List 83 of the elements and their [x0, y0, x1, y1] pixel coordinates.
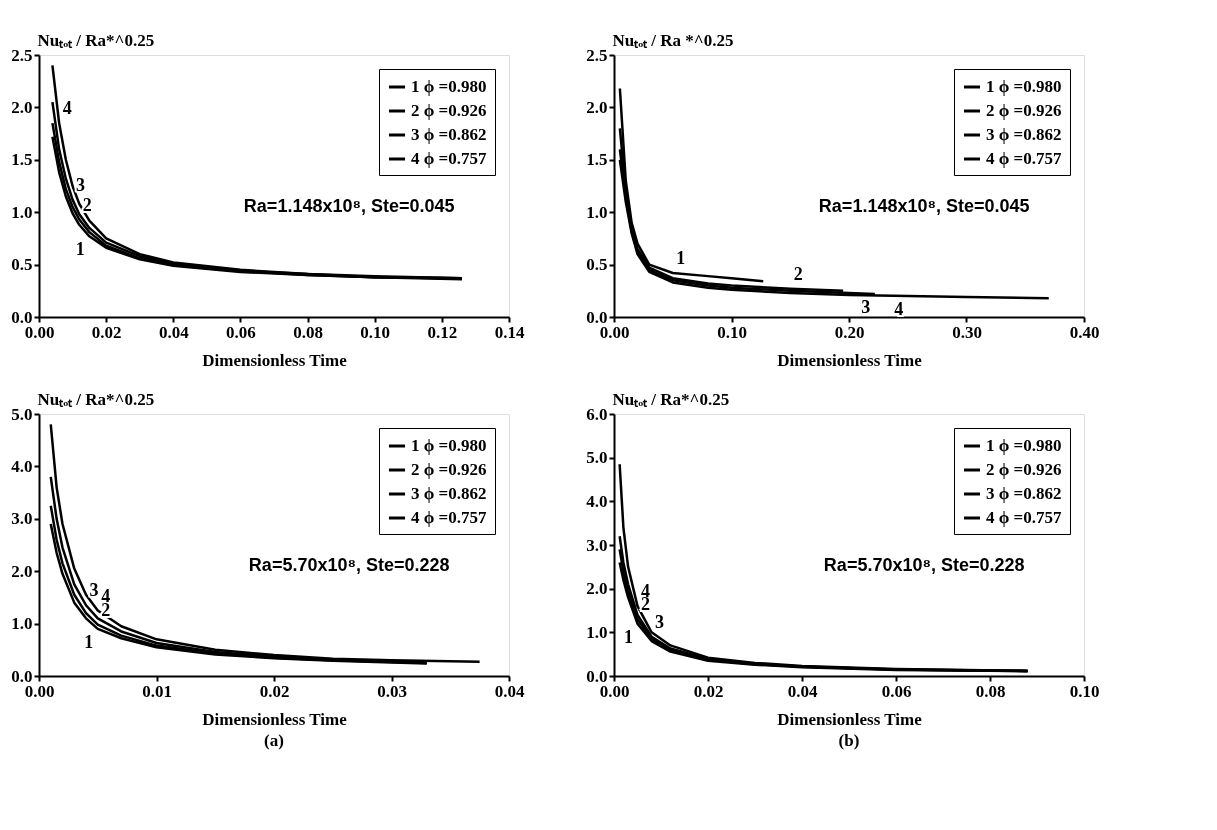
- x-tick-label: 0.06: [881, 681, 912, 701]
- y-tick-label: 2.5: [586, 45, 608, 65]
- y-tick-label: 1.0: [586, 202, 608, 222]
- x-tick-label: 0.01: [142, 681, 172, 701]
- annotation: 2: [82, 194, 92, 215]
- annotation: 1: [676, 247, 686, 268]
- x-tick-label: 0.06: [226, 322, 256, 342]
- y-tick-label: 5.0: [11, 404, 33, 424]
- annotation: Ra=5.70x10⁸, Ste=0.228: [248, 554, 450, 575]
- y-axis-title: Nuₜₒₜ / Ra*^0.25: [612, 389, 730, 409]
- y-tick-label: 1.0: [586, 622, 608, 642]
- y-tick-label: 0.5: [11, 255, 33, 275]
- x-tick-label: 0.30: [952, 322, 982, 342]
- legend-label: 3 ϕ =0.862: [986, 484, 1062, 503]
- x-tick-label: 0.02: [693, 681, 724, 701]
- annotation: 3: [655, 611, 665, 632]
- annotation: 3: [861, 296, 871, 317]
- x-axis-title: Dimensionless Time: [777, 709, 923, 729]
- y-axis-title: Nuₜₒₜ / Ra*^0.25: [37, 389, 155, 409]
- y-tick-label: 3.0: [11, 509, 33, 529]
- annotation: 4: [62, 98, 72, 119]
- x-tick-label: 0.10: [360, 322, 391, 342]
- legend-label: 1 ϕ =0.980: [411, 77, 487, 96]
- y-tick-label: 1.5: [586, 150, 608, 170]
- annotation: Ra=1.148x10⁸, Ste=0.045: [818, 195, 1030, 216]
- y-tick-label: 2.5: [11, 45, 33, 65]
- legend-label: 3 ϕ =0.862: [411, 484, 487, 503]
- y-tick-label: 5.0: [586, 448, 608, 468]
- x-tick-label: 0.04: [787, 681, 818, 701]
- legend-label: 2 ϕ =0.926: [986, 101, 1062, 120]
- legend-label: 4 ϕ =0.757: [986, 149, 1063, 168]
- y-tick-label: 2.0: [11, 561, 33, 581]
- x-axis-title: Dimensionless Time: [202, 709, 348, 729]
- x-tick-label: 0.12: [427, 322, 458, 342]
- annotation: Ra=5.70x10⁸, Ste=0.228: [823, 554, 1025, 575]
- legend-label: 2 ϕ =0.926: [986, 460, 1062, 479]
- x-tick-label: 0.02: [91, 322, 122, 342]
- x-axis-title: Dimensionless Time: [777, 350, 923, 370]
- annotation: 1: [75, 239, 85, 260]
- legend-label: 3 ϕ =0.862: [411, 125, 487, 144]
- legend-label: 4 ϕ =0.757: [986, 508, 1063, 527]
- y-tick-label: 1.5: [11, 150, 33, 170]
- legend-label: 4 ϕ =0.757: [411, 508, 488, 527]
- x-tick-label: 0.08: [975, 681, 1006, 701]
- y-tick-label: 4.0: [11, 456, 33, 476]
- annotation: 4: [894, 299, 904, 320]
- legend-label: 1 ϕ =0.980: [986, 77, 1062, 96]
- x-tick-label: 0.02: [259, 681, 290, 701]
- x-tick-label: 0.04: [158, 322, 190, 342]
- y-tick-label: 0.5: [586, 255, 608, 275]
- annotation: 2: [793, 263, 803, 284]
- x-tick-label: 0.10: [1069, 681, 1100, 701]
- x-axis-title: Dimensionless Time: [202, 350, 348, 370]
- x-tick-label: 0.03: [377, 681, 407, 701]
- legend-label: 3 ϕ =0.862: [986, 125, 1062, 144]
- y-tick-label: 6.0: [586, 404, 608, 424]
- x-tick-label: 0.40: [1069, 322, 1100, 342]
- x-tick-label: 0.04: [494, 681, 525, 701]
- y-tick-label: 3.0: [586, 535, 608, 555]
- text: (b): [838, 731, 860, 750]
- legend-label: 2 ϕ =0.926: [411, 101, 487, 120]
- y-tick-label: 2.0: [11, 97, 33, 117]
- annotation: 3: [89, 580, 99, 601]
- text: (a): [264, 731, 284, 750]
- annotation: 1: [84, 631, 94, 652]
- legend-label: 2 ϕ =0.926: [411, 460, 487, 479]
- y-tick-label: 1.0: [11, 202, 33, 222]
- annotation: Ra=1.148x10⁸, Ste=0.045: [243, 195, 455, 216]
- y-tick-label: 1.0: [11, 614, 33, 634]
- x-tick-label: 0.14: [494, 322, 525, 342]
- y-axis-title: Nuₜₒₜ / Ra*^0.25: [37, 30, 155, 50]
- y-tick-label: 4.0: [586, 491, 608, 511]
- x-tick-label: 0.20: [834, 322, 865, 342]
- legend-label: 4 ϕ =0.757: [411, 149, 488, 168]
- x-tick-label: 0.08: [293, 322, 323, 342]
- x-tick-label: 0.10: [717, 322, 747, 342]
- annotation: 1: [624, 626, 633, 647]
- y-tick-label: 2.0: [586, 579, 608, 599]
- y-tick-label: 2.0: [586, 97, 608, 117]
- annotation: 3: [76, 174, 86, 195]
- legend-label: 1 ϕ =0.980: [411, 436, 487, 455]
- legend-label: 1 ϕ =0.980: [986, 436, 1062, 455]
- y-axis-title: Nuₜₒₜ / Ra *^0.25: [612, 30, 734, 50]
